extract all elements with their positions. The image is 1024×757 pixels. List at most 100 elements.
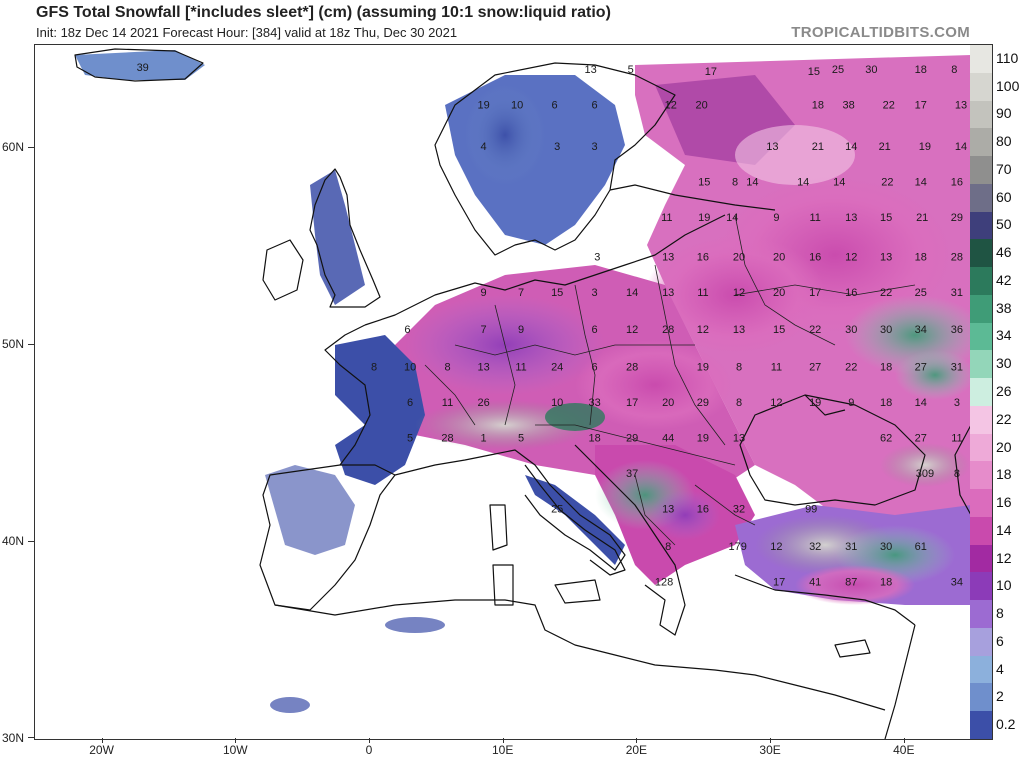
- legend-swatch: [970, 100, 992, 129]
- latitude-label: 30N: [2, 731, 25, 745]
- legend-label: 20: [996, 438, 1012, 455]
- snowfall-amount: 9: [848, 397, 854, 409]
- snowfall-amount: 28: [626, 362, 638, 374]
- snowfall-amount: 309: [916, 468, 934, 480]
- snowfall-amount: 30: [865, 64, 877, 76]
- legend-swatch: [970, 156, 992, 185]
- legend-label: 50: [996, 216, 1012, 233]
- snowfall-amount: 19: [697, 433, 709, 445]
- snowfall-amount: 18: [588, 433, 600, 445]
- snowfall-amount: 39: [137, 62, 149, 74]
- snowfall-amount: 62: [880, 433, 892, 445]
- snowfall-amount: 6: [551, 100, 557, 112]
- snowfall-amount: 12: [665, 100, 677, 112]
- snowfall-amount: 3: [592, 141, 598, 153]
- snowfall-amount: 12: [770, 397, 782, 409]
- snowfall-amount: 14: [746, 177, 758, 189]
- snowfall-amount: 3: [592, 287, 598, 299]
- snowfall-amount: 14: [797, 177, 809, 189]
- snowfall-amount: 18: [880, 397, 892, 409]
- snowfall-amount: 11: [442, 397, 453, 409]
- snowfall-amount: 27: [915, 433, 927, 445]
- legend-swatch: [970, 322, 992, 351]
- snowfall-amount: 8: [736, 397, 742, 409]
- snowfall-amount: 10: [511, 100, 523, 112]
- snowfall-amount: 9: [773, 212, 779, 224]
- snowfall-amount-labels: 39 13 5 17 15 25 30 18 819 10 6 6 12 20 18 38 22 17 134 3 3 1…: [137, 62, 968, 588]
- snowfall-amount: 14: [915, 177, 927, 189]
- snowfall-amount: 44: [662, 433, 674, 445]
- snowfall-amount: 11: [697, 287, 708, 299]
- legend-label: 30: [996, 355, 1012, 372]
- snowfall-amount: 21: [916, 212, 928, 224]
- legend-label: 22: [996, 410, 1012, 427]
- map-canvas: 39 13 5 17 15 25 30 18 819 10 6 6 12 20 18 38 22 17 134 3 3 1…: [74, 48, 971, 739]
- snowfall-amount: 3: [554, 141, 560, 153]
- snowfall-amount: 7: [481, 324, 487, 336]
- longitude-label: 40E: [893, 743, 915, 757]
- snowfall-amount: 9: [518, 324, 524, 336]
- snowfall-map: 39 13 5 17 15 25 30 18 8 19 10 6 6 12 20 18 38 22 17 13 4 3 3 1…: [34, 44, 972, 740]
- snowfall-amount: 31: [951, 362, 963, 374]
- snowfall-amount: 17: [626, 397, 638, 409]
- latitude-label: 60N: [2, 140, 25, 154]
- snowfall-amount: 18: [880, 576, 892, 588]
- snowfall-amount: 8: [954, 468, 960, 480]
- snowfall-amount: 21: [879, 141, 891, 153]
- legend-label: 18: [996, 466, 1012, 483]
- snow-shading: [75, 50, 971, 713]
- snowfall-amount: 20: [733, 251, 745, 263]
- snowfall-amount: 16: [809, 251, 821, 263]
- latitude-tick: [28, 147, 34, 148]
- legend-label: 12: [996, 549, 1012, 566]
- snowfall-amount: 13: [662, 251, 674, 263]
- snowfall-amount: 11: [515, 362, 526, 374]
- legend-swatch: [970, 683, 992, 712]
- legend-label: 0.2: [996, 716, 1016, 733]
- snowfall-amount: 22: [883, 100, 895, 112]
- snowfall-amount: 31: [845, 541, 857, 553]
- snowfall-amount: 12: [733, 287, 745, 299]
- latitude-tick: [28, 344, 34, 345]
- snowfall-amount: 13: [662, 287, 674, 299]
- snowfall-amount: 3: [954, 397, 960, 409]
- legend-label: 16: [996, 494, 1012, 511]
- snowfall-amount: 28: [441, 433, 453, 445]
- snowfall-amount: 6: [592, 324, 598, 336]
- legend-swatch: [970, 211, 992, 240]
- latitude-label: 50N: [2, 337, 25, 351]
- snowfall-amount: 19: [698, 212, 710, 224]
- snowfall-amount: 30: [880, 541, 892, 553]
- longitude-tick: [903, 738, 905, 743]
- snowfall-amount: 20: [773, 251, 785, 263]
- snowfall-amount: 8: [444, 362, 450, 374]
- snowfall-amount: 32: [733, 504, 745, 516]
- latitude-label: 40N: [2, 534, 25, 548]
- snowfall-amount: 19: [477, 100, 489, 112]
- borders: [424, 214, 916, 546]
- legend-label: 4: [996, 660, 1004, 677]
- longitude-label: 30E: [759, 743, 781, 757]
- legend-label: 6: [996, 632, 1004, 649]
- snowfall-amount: 179: [729, 541, 747, 553]
- snowfall-amount: 12: [770, 541, 782, 553]
- snowfall-amount: 13: [662, 504, 674, 516]
- legend-label: 2: [996, 688, 1004, 705]
- legend-swatch: [970, 433, 992, 462]
- snowfall-amount: 30: [845, 324, 857, 336]
- snowfall-amount: 18: [915, 251, 927, 263]
- snowfall-amount: 14: [626, 287, 638, 299]
- forecast-info: Init: 18z Dec 14 2021 Forecast Hour: [38…: [36, 25, 458, 40]
- snowfall-amount: 31: [951, 287, 963, 299]
- snowfall-amount: 99: [805, 504, 817, 516]
- snowfall-amount: 13: [845, 212, 857, 224]
- snowfall-amount: 4: [481, 141, 487, 153]
- legend-swatch: [970, 655, 992, 684]
- snowfall-amount: 61: [915, 541, 927, 553]
- snowfall-amount: 16: [697, 504, 709, 516]
- snowfall-amount: 13: [733, 433, 745, 445]
- snowfall-amount: 19: [697, 362, 709, 374]
- snowfall-amount: 27: [809, 362, 821, 374]
- snowfall-amount: 29: [626, 433, 638, 445]
- snowfall-amount: 8: [665, 541, 671, 553]
